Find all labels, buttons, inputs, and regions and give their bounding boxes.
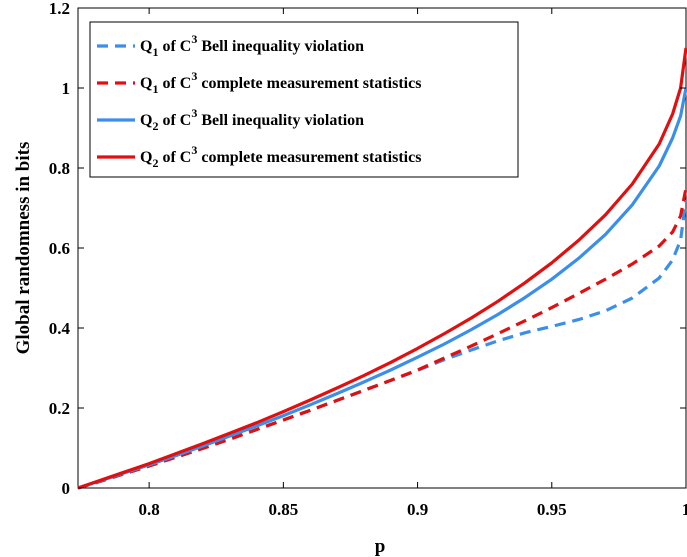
y-tick-label: 0 bbox=[62, 479, 71, 498]
y-tick-label: 0.4 bbox=[49, 319, 71, 338]
x-tick-label: 1 bbox=[682, 500, 687, 519]
series-line-3 bbox=[77, 87, 687, 490]
series-line-2 bbox=[77, 187, 687, 490]
y-tick-label: 0.8 bbox=[49, 159, 70, 178]
x-tick-label: 0.9 bbox=[407, 500, 428, 519]
series-group bbox=[77, 47, 687, 490]
y-tick-label: 0.6 bbox=[49, 239, 70, 258]
x-axis-title: p bbox=[375, 536, 386, 557]
y-tick-label: 1.2 bbox=[49, 0, 70, 18]
x-tick-label: 0.85 bbox=[268, 500, 298, 519]
y-tick-label: 0.2 bbox=[49, 399, 70, 418]
legend-label-2: Q1 of C3 complete measurement statistics bbox=[140, 69, 421, 96]
legend-label-3: Q2 of C3 Bell inequality violation bbox=[140, 106, 364, 133]
legend-label-4: Q2 of C3 complete measurement statistics bbox=[140, 143, 421, 170]
x-tick-label: 0.8 bbox=[139, 500, 160, 519]
y-axis-title: Global randomness in bits bbox=[13, 142, 34, 355]
x-tick-label: 0.95 bbox=[537, 500, 567, 519]
series-line-4 bbox=[77, 47, 687, 490]
ticks-group: 0.8 0.85 0.9 0.95 1 0 0.2 0.4 0.6 0.8 1 1.2 bbox=[49, 0, 687, 519]
legend-box bbox=[89, 21, 519, 178]
y-tick-label: 1 bbox=[62, 79, 71, 98]
legend-label-1: Q1 of C3 Bell inequality violation bbox=[140, 32, 364, 59]
legend: Q1 of C3 Bell inequality violation Q1 of … bbox=[89, 21, 519, 178]
